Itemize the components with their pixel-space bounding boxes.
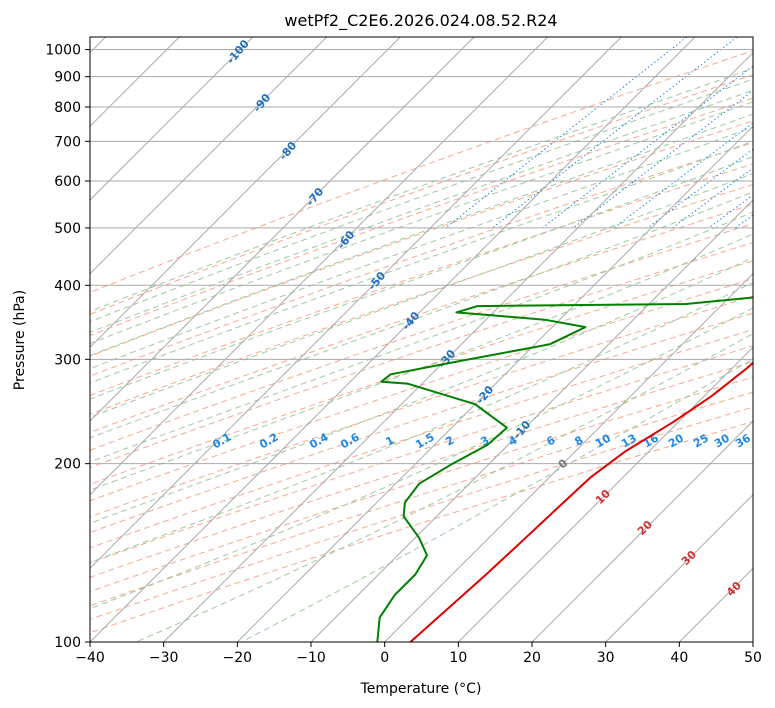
mixing-ratio-line [572, 90, 753, 229]
temperature-profile [409, 361, 753, 642]
dry-adiabat-line [90, 345, 753, 564]
isotherm-line [90, 37, 549, 496]
y-tick-label: 800 [54, 100, 81, 116]
moist-adiabat-line [241, 358, 753, 642]
x-tick-label: −20 [223, 650, 253, 666]
y-tick-label: 1000 [45, 43, 81, 59]
dry-adiabat-line [90, 120, 753, 357]
moist-adiabat-line [90, 67, 753, 313]
x-tick-label: −30 [149, 650, 179, 666]
dry-adiabat-line [90, 50, 753, 293]
moist-adiabat-line [90, 233, 753, 491]
dry-adiabat-line [90, 97, 753, 337]
y-tick-label: 200 [54, 457, 81, 473]
background-lines [90, 37, 753, 642]
x-tick-label: −40 [75, 650, 105, 666]
moist-adiabat-line [90, 281, 753, 564]
x-tick-label: −10 [296, 650, 326, 666]
isotherm-line [90, 37, 254, 201]
x-tick-label: 0 [380, 650, 389, 666]
isotherm-line [605, 493, 753, 642]
x-tick-label: 50 [744, 650, 762, 666]
moist-adiabat-line [90, 126, 753, 370]
y-tick-label: 900 [54, 70, 81, 86]
moist-adiabat-line [90, 89, 753, 333]
dry-adiabat-line [90, 361, 753, 578]
dry-adiabat-line [90, 163, 753, 396]
y-tick-label: 100 [54, 635, 81, 651]
pressure-grid [90, 49, 753, 642]
isotherm-line [457, 346, 753, 642]
dry-adiabat-line [90, 329, 753, 549]
y-tick-label: 600 [54, 174, 81, 190]
isotherm-line [90, 37, 475, 422]
sounding-profiles [376, 296, 753, 642]
moist-adiabat-line [90, 156, 753, 400]
isotherm-line [163, 51, 753, 642]
plot-frame [89, 36, 754, 643]
y-axis-title: Pressure (hPa) [12, 290, 28, 390]
x-axis-title: Temperature (°C) [360, 681, 482, 697]
isotherm-line [90, 37, 696, 642]
mixing-ratio-line [542, 65, 753, 229]
isotherm-line [90, 37, 328, 275]
y-axis-ticks: 100 200 300 400 500 600 700 800 900 1000 [45, 43, 90, 651]
y-tick-label: 400 [54, 278, 81, 294]
x-tick-label: 10 [449, 650, 467, 666]
isotherm-line [384, 272, 753, 642]
x-tick-label: 20 [523, 650, 541, 666]
moist-adiabat-line [90, 113, 753, 357]
isotherm-line [90, 37, 401, 349]
x-axis-ticks: −40 −30 −20 −10 0 10 20 30 40 50 [75, 642, 762, 666]
y-tick-label: 700 [54, 134, 81, 150]
moist-adiabat-line [90, 257, 753, 524]
y-tick-label: 500 [54, 221, 81, 237]
isotherm-line [310, 199, 753, 642]
x-tick-label: 30 [597, 650, 615, 666]
mixing-ratio-line [672, 167, 753, 229]
moist-adiabat-line [90, 211, 753, 463]
moist-adiabat-line [90, 172, 753, 418]
y-tick-label: 300 [54, 352, 81, 368]
moist-adiabat-line [135, 333, 753, 642]
isotherm-line [236, 125, 753, 642]
x-tick-label: 40 [670, 650, 688, 666]
dry-adiabat-line [90, 183, 753, 415]
moist-adiabat-line [90, 78, 753, 323]
isotherm-line [531, 420, 753, 642]
isotherm-line [90, 37, 622, 570]
dewpoint-profile [376, 296, 753, 642]
chart-title: wetPf2_C2E6.2026.024.08.52.R24 [284, 11, 557, 31]
dry-adiabat-line [90, 142, 753, 377]
